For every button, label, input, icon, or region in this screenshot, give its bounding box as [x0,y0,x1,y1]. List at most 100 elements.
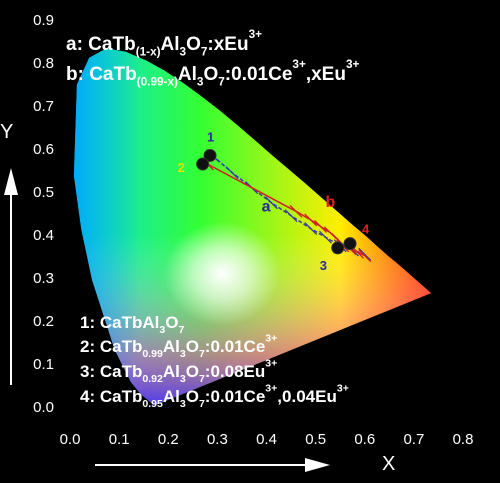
line-label-a: a [262,198,271,215]
x-axis-label: X [382,453,395,475]
sample-point-label-1: 1 [207,129,214,144]
sample-legend-3-part: O [186,362,199,381]
sample-legend-4-part: 0.95 [142,398,163,410]
y-tick-label: 0.0 [33,399,54,416]
sample-point-4 [343,237,357,251]
sample-legend-1: 1: CaTbAl3O7 [80,313,184,336]
series-a-legend-part: 3 [180,45,187,58]
sample-legend-4-part: 3+ [337,382,349,394]
y-axis-arrow [4,168,18,385]
y-tick-label: 0.7 [33,98,54,115]
sample-legend-2-part: 3+ [265,332,277,344]
sample-legend-3-part: 3 [180,373,186,385]
series-a-legend-part: :xEu [207,34,248,55]
y-axis-label: Y [0,121,13,143]
y-tick-label: 0.9 [33,12,54,29]
x-tick-label: 0.1 [109,431,130,448]
sample-legend-2-part: Al [163,337,180,356]
series-b-legend-part: (0.99-x) [137,75,178,88]
series-b-legend-part: :0.01Ce [225,64,293,85]
y-tick-label: 0.5 [33,184,54,201]
series-b-legend-part: 7 [218,75,225,88]
sample-legend-2-part: 2: CaTb [80,337,142,356]
sample-legend-4-part: 4: CaTb [80,387,142,406]
x-tick-label: 0.4 [256,431,277,448]
y-tick-label: 0.8 [33,55,54,72]
sample-legend-1-part: 3 [159,324,165,336]
sample-legend-4-part: Al [163,387,180,406]
series-a-legend-part: 3+ [249,28,263,41]
white-point-glow [164,221,281,326]
x-tick-label: 0.7 [403,431,424,448]
sample-legend-3-part: 7 [199,373,205,385]
sample-legend-3-part: 0.92 [142,373,163,385]
series-a-legend-part: O [186,34,201,55]
series-b-marker [289,204,303,218]
sample-legend-3-part: 3: CaTb [80,362,142,381]
series-b-legend-part: ,xEu [306,64,346,85]
series-b-legend-part: 3+ [346,58,360,71]
sample-point-1 [203,148,217,162]
series-b-legend-part: 3+ [292,58,306,71]
series-a-legend-part: Al [161,34,180,55]
x-tick-label: 0.2 [158,431,179,448]
sample-legend-1-part: 7 [178,324,184,336]
x-tick-label: 0.3 [207,431,228,448]
series-b-marker [358,249,372,263]
x-tick-label: 0.8 [453,431,474,448]
x-tick-label: 0.6 [354,431,375,448]
sample-legend-2-part: O [186,337,199,356]
series-b-legend-part: Al [178,64,197,85]
series-b-marker [304,213,318,227]
y-tick-label: 0.6 [33,141,54,158]
line-label-b: b [325,194,335,211]
x-tick-label: 0.0 [60,431,81,448]
sample-legend-4-part: 3 [180,398,186,410]
sample-point-3 [331,241,345,255]
x-tick-label: 0.5 [305,431,326,448]
sample-legend-2-part: 7 [199,348,205,360]
y-tick-label: 0.3 [33,270,54,287]
sample-legend-3: 3: CaTb0.92Al3O7:0.08Eu3+ [80,357,277,384]
sample-legend-4-part: ,0.04Eu [277,387,337,406]
sample-legend-4: 4: CaTb0.95Al3O7:0.01Ce3+,0.04Eu3+ [80,382,349,409]
sample-legend-3-part: Al [163,362,180,381]
series-a-marker [225,166,239,180]
x-axis-arrow [95,458,330,472]
sample-legend-2-part: 3 [180,348,186,360]
series-a-marker [284,209,298,223]
series-a-marker [358,247,372,261]
sample-legend-3-part: 3+ [265,357,277,369]
y-tick-label: 0.4 [33,227,54,244]
sample-legend-2-part: 0.99 [142,348,163,360]
series-a-marker [264,196,278,210]
sample-point-label-4: 4 [362,222,370,237]
sample-point-2 [196,157,210,171]
sample-point-label-2: 2 [178,160,185,175]
y-tick-label: 0.2 [33,313,54,330]
sample-legend-2-part: :0.01Ce [205,337,265,356]
sample-legend-4-part: :0.01Ce [205,387,265,406]
series-a-marker [318,230,332,244]
sample-legend-3-part: :0.08Eu [205,362,265,381]
series-a-legend-part: (1-x) [136,45,161,58]
sample-legend-1-part: 1: CaTbAl [80,313,159,332]
sample-legend-4-part: 3+ [265,382,277,394]
sample-point-label-3: 3 [320,258,327,273]
sample-legend-4-part: O [186,387,199,406]
sample-legend-4-part: 7 [199,398,205,410]
series-a-legend-part: 7 [201,45,208,58]
sample-legend-1-part: O [165,313,178,332]
series-b-legend: b: CaTb(0.99-x)Al3O7:0.01Ce3+,xEu3+ [66,58,359,88]
series-a-marker [304,222,318,236]
series-b-legend-part: O [203,64,218,85]
series-b-marker [314,219,327,233]
series-a-legend-part: a: CaTb [66,34,136,55]
series-b-legend-part: b: CaTb [66,64,137,85]
series-a-legend: a: CaTb(1-x)Al3O7:xEu3+ [66,28,262,58]
y-tick-label: 0.1 [33,356,54,373]
series-b-legend-part: 3 [197,75,204,88]
sample-legend-2: 2: CaTb0.99Al3O7:0.01Ce3+ [80,332,277,359]
